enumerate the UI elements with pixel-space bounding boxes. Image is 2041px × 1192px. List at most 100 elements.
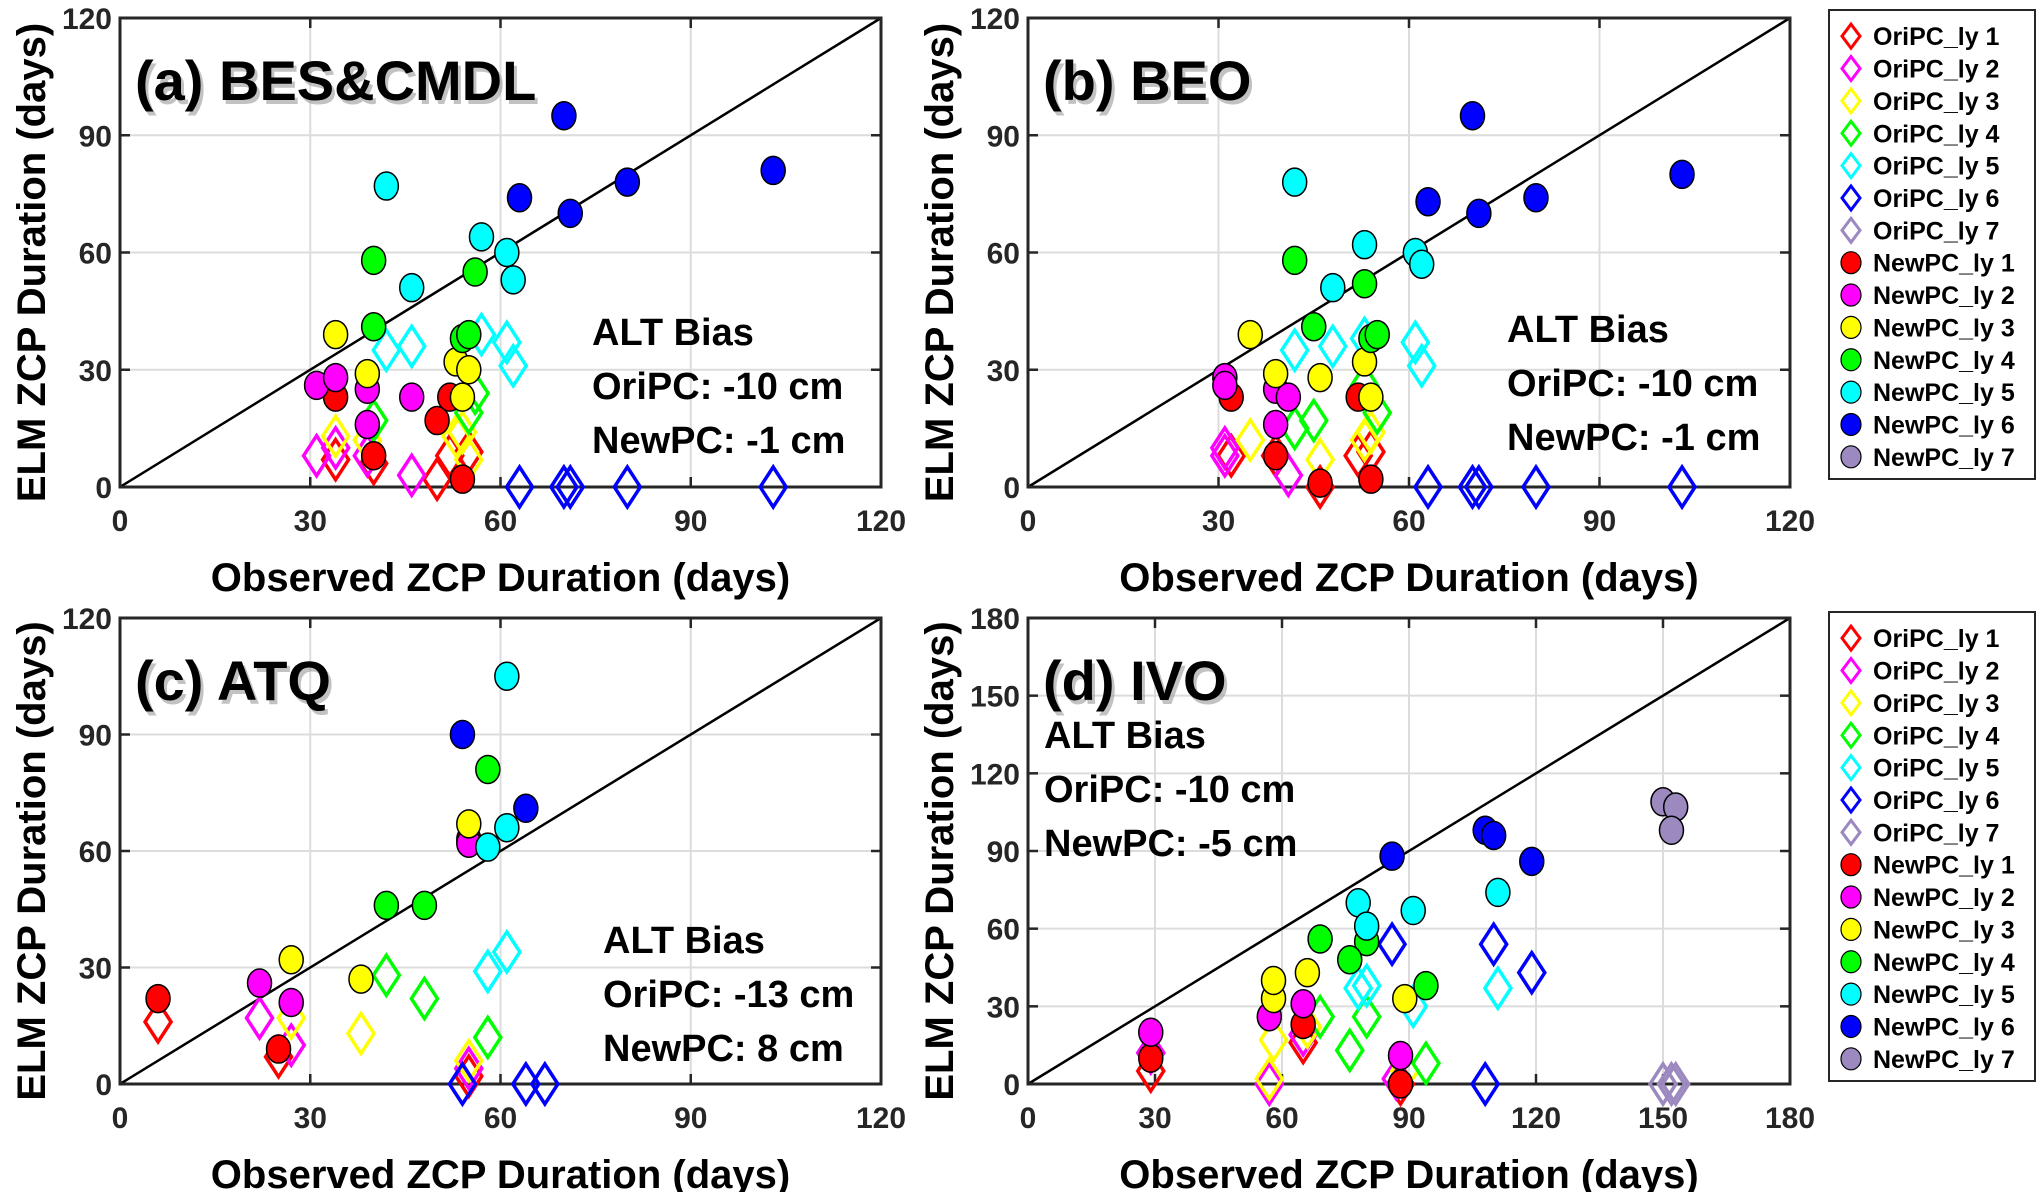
legend-label: OriPC_ly 6 [1873,185,1999,213]
marker-newpc-ly-2 [1275,382,1302,412]
legend-label: OriPC_ly 5 [1873,153,2000,181]
marker-newpc-ly-4 [1281,245,1308,276]
marker-newpc-ly-1 [1387,1069,1414,1099]
y-tick-label: 90 [987,120,1020,153]
marker-newpc-ly-5 [1320,272,1346,303]
legend-label: NewPC_ly 1 [1873,250,2015,278]
marker-newpc-ly-3 [1392,983,1418,1014]
legend-label: NewPC_ly 1 [1873,852,2015,880]
panel-title: (a) BES&CMDL [135,49,536,112]
marker-newpc-ly-5 [1408,249,1435,279]
y-tick-label: 180 [970,603,1020,636]
markers [301,100,789,511]
y-axis-title: ELM ZCP Duration (days) [918,621,962,1100]
marker-newpc-ly-1 [1307,468,1333,498]
annotation-line: OriPC: -10 cm [592,366,843,408]
marker-oripc-ly-2 [1135,1029,1166,1077]
marker-oripc-ly-6 [1516,949,1547,996]
marker-oripc-ly-5 [1406,342,1437,390]
marker-oripc-ly-3 [1355,409,1386,456]
y-tick-label: 0 [95,472,112,505]
legend-marker-oripc-ly-3 [1840,86,1862,116]
marker-oripc-ly-5 [491,319,522,366]
marker-newpc-ly-1 [424,405,450,436]
y-tick-label: 0 [95,1069,112,1102]
x-tick-label: 120 [1765,505,1815,538]
legend-marker-oripc-ly-3 [1840,688,1862,718]
y-tick-label: 120 [970,3,1020,36]
marker-newpc-ly-5 [1281,167,1308,197]
marker-newpc-ly-5 [494,812,520,843]
panel-title-shadow: (a) BES&CMDL [138,53,539,116]
marker-oripc-ly-6 [1412,463,1444,511]
legend-marker-oripc-ly-7 [1840,215,1862,245]
markers [142,661,560,1108]
legend-label: NewPC_ly 7 [1873,444,2015,472]
legend-label: NewPC_ly 3 [1873,314,2015,342]
marker-newpc-ly-5 [494,661,520,691]
x-tick-label: 0 [1020,1102,1037,1135]
x-axis-title: Observed ZCP Duration (days) [1119,1153,1698,1192]
x-tick-label: 90 [674,505,707,538]
marker-newpc-ly-6 [1466,198,1492,229]
marker-oripc-ly-6 [447,1060,478,1108]
marker-oripc-ly-2 [1209,432,1240,479]
legend-label: NewPC_ly 5 [1873,981,2015,1009]
marker-oripc-ly-1 [142,998,174,1046]
marker-oripc-ly-5 [396,323,427,370]
legend-box [1828,611,2036,1082]
marker-newpc-ly-1 [1358,464,1384,494]
marker-newpc-ly-5 [494,237,520,268]
x-tick-label: 30 [294,1102,327,1135]
marker-oripc-ly-1 [1288,1019,1319,1066]
marker-oripc-ly-6 [504,463,535,511]
x-tick-label: 0 [112,505,129,538]
annotation-line: OriPC: -10 cm [1507,363,1758,405]
panel-title: (b) BEO [1043,49,1251,112]
y-tick-label: 120 [970,758,1020,791]
panel-title-shadow: (d) IVO [1046,653,1230,716]
marker-newpc-ly-4 [1336,944,1363,975]
marker-newpc-ly-4 [1364,319,1390,350]
marker-newpc-ly-5 [468,222,495,252]
marker-newpc-ly-5 [1400,895,1426,926]
legend-marker-oripc-ly-4 [1840,720,1862,750]
legend-marker-oripc-ly-1 [1840,21,1862,51]
legend-marker-newpc-ly-6 [1840,412,1862,437]
marker-newpc-ly-6 [1519,846,1545,877]
marker-oripc-ly-6 [1470,1060,1501,1108]
legend-label: NewPC_ly 5 [1873,379,2015,407]
marker-oripc-ly-2 [453,1045,484,1092]
marker-newpc-ly-6 [1415,186,1441,217]
marker-newpc-ly-1 [1262,440,1289,471]
marker-oripc-ly-2 [396,452,427,499]
marker-oripc-ly-4 [371,952,402,999]
x-tick-label: 0 [1020,505,1037,538]
marker-oripc-ly-6 [1457,463,1488,511]
x-axis-title: Observed ZCP Duration (days) [211,1153,790,1192]
marker-newpc-ly-5 [475,832,501,862]
legend-marker-newpc-ly-5 [1840,982,1862,1006]
legend-label: NewPC_ly 6 [1873,411,2015,439]
legend-marker-newpc-ly-2 [1840,885,1862,909]
y-axis-title: ELM ZCP Duration (days) [10,621,54,1100]
legend-label: NewPC_ly 2 [1873,282,2015,310]
marker-newpc-ly-2 [398,382,425,412]
marker-oripc-ly-5 [1400,319,1431,366]
marker-newpc-ly-2 [1387,1040,1414,1071]
marker-oripc-ly-6 [529,1060,560,1108]
legend-marker-newpc-ly-3 [1840,315,1862,339]
axes-box [118,616,883,1086]
legend-marker-newpc-ly-3 [1840,917,1862,941]
marker-newpc-ly-5 [1351,229,1378,260]
y-tick-label: 90 [79,720,112,753]
marker-newpc-ly-4 [1351,269,1378,299]
marker-newpc-ly-1 [449,464,476,494]
marker-oripc-ly-5 [1279,326,1310,374]
x-tick-label: 60 [484,505,517,538]
marker-oripc-ly-1 [1216,432,1247,479]
y-tick-label: 60 [987,914,1020,947]
legend: OriPC_ly 1 OriPC_ly 2 OriPC_ly 3 OriPC_ly 4… [1828,9,2036,480]
marker-oripc-ly-6 [1520,463,1552,511]
